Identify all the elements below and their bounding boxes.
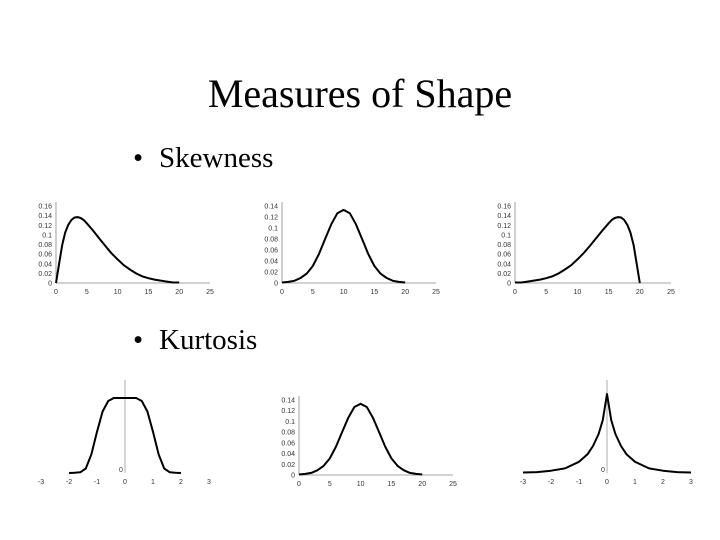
x-tick-label: 0 [605,479,609,486]
x-tick-label: -2 [66,479,72,486]
x-tick-label: 2 [179,479,183,486]
x-tick-label: 3 [207,479,211,486]
x-tick-label: 10 [114,289,122,296]
y-tick-label: 0.14 [264,204,278,211]
series-line [515,216,641,284]
x-tick-label: 20 [636,289,644,296]
x-tick-label: 20 [175,289,183,296]
y-tick-label: 0.1 [42,232,52,239]
y-tick-label: 0.02 [264,270,278,277]
y-tick-label: 0.12 [281,408,295,415]
series-line [55,216,180,284]
x-tick-label: 0 [280,289,284,296]
x-tick-label: 1 [633,479,637,486]
y-tick-label: 0 [291,473,295,480]
kurtosis-chart-mesokurtic: 0 5 10 15 20 25 0 0.02 0.04 0.06 0.08 0.1 0.12 0.14 [281,396,457,488]
x-tick-label: 25 [667,289,675,296]
x-tick-label: 1 [151,479,155,486]
x-tick-label: 2 [661,479,665,486]
x-tick-label: -1 [94,479,100,486]
y-tick-label: 0.12 [38,223,52,230]
y-tick-label: 0.02 [281,462,295,469]
x-tick-label: 20 [418,481,426,488]
series-line [68,397,182,474]
x-tick-label: 20 [401,289,409,296]
y-tick-label: 0.04 [264,259,278,266]
x-tick-label: 5 [311,289,315,296]
x-tick-label: -1 [576,479,582,486]
x-tick-label: 15 [605,289,613,296]
y-tick-label: 0.16 [497,204,511,211]
series-line [298,402,423,476]
x-tick-label: 25 [206,289,214,296]
kurtosis-chart-leptokurtic: -3 -2 -1 0 1 2 3 0 [520,380,693,486]
y-tick-label: 0.12 [264,215,278,222]
y-tick-label: 0.16 [38,204,52,211]
y-tick-label: 0.04 [497,261,511,268]
y-tick-label: 0.08 [497,242,511,249]
y-tick-label: 0.06 [281,440,295,447]
y-tick-label: 0.08 [264,237,278,244]
y-tick-label: 0.04 [38,261,52,268]
y-tick-label: 0.1 [268,226,278,233]
x-tick-label: 5 [544,289,548,296]
series-line [281,208,406,284]
bullet-dot: • [133,324,144,356]
bullet-skewness-label: Skewness [159,142,274,174]
x-tick-label: 3 [689,479,693,486]
slide-title: Measures of Shape [207,71,513,116]
y-tick-label: 0.06 [38,252,52,259]
y-tick-label: 0.02 [497,271,511,278]
bullet-dot: • [133,142,144,174]
bullet-kurtosis: • Kurtosis [133,323,257,357]
x-tick-label: 10 [357,481,365,488]
x-tick-label: 25 [432,289,440,296]
y-tick-label: 0.1 [285,419,295,426]
x-tick-label: -2 [548,479,554,486]
x-tick-label: 5 [85,289,89,296]
y-tick-label: 0.08 [281,430,295,437]
y-tick-label: 0.06 [264,248,278,255]
y-tick-label: 0.1 [501,232,511,239]
y-tick-label: 0 [274,281,278,288]
skewness-chart-symmetric: 0 5 10 15 20 25 0 0.02 0.04 0.06 0.08 0.1 0.12 0.14 [264,202,440,296]
y-tick-label: 0 [119,467,123,474]
y-tick-label: 0.14 [38,213,52,220]
x-tick-label: 10 [340,289,348,296]
x-tick-label: 10 [574,289,582,296]
skewness-chart-left-skewed: 0 5 10 15 20 25 0 0.02 0.04 0.06 0.08 0.1 0.12 0.14 0.… [497,202,675,296]
y-tick-label: 0.12 [497,223,511,230]
y-tick-label: 0 [48,281,52,288]
y-tick-label: 0 [507,281,511,288]
x-tick-label: 0 [297,481,301,488]
series-line [522,393,692,474]
bullet-skewness: • Skewness [133,141,273,175]
x-tick-label: 0 [54,289,58,296]
x-tick-label: 0 [513,289,517,296]
x-tick-label: 15 [371,289,379,296]
kurtosis-chart-platykurtic: -3 -2 -1 0 1 2 3 0 [38,380,211,486]
bullet-kurtosis-label: Kurtosis [159,324,258,356]
x-tick-label: 5 [328,481,332,488]
y-tick-label: 0 [601,467,605,474]
y-tick-label: 0.14 [497,213,511,220]
x-tick-label: 15 [388,481,396,488]
x-tick-label: 15 [145,289,153,296]
y-tick-label: 0.04 [281,451,295,458]
x-tick-label: -3 [520,479,526,486]
y-tick-label: 0.08 [38,242,52,249]
skewness-chart-right-skewed: 0 5 10 15 20 25 0 0.02 0.04 0.06 0.08 0.1 0.12 0.14 0.… [38,202,214,296]
x-tick-label: -3 [38,479,44,486]
x-tick-label: 0 [123,479,127,486]
y-tick-label: 0.02 [38,271,52,278]
y-tick-label: 0.06 [497,252,511,259]
y-tick-label: 0.14 [281,398,295,405]
x-tick-label: 25 [449,481,457,488]
